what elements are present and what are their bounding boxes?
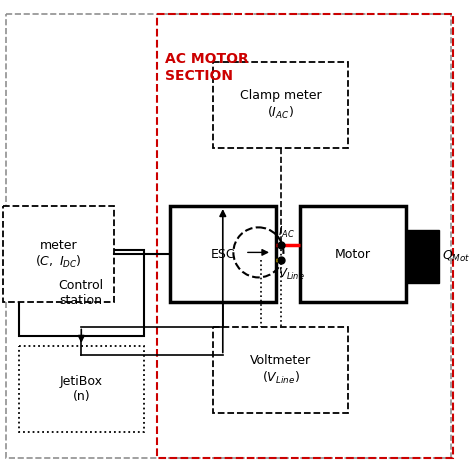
- Bar: [406, 230, 439, 283]
- Text: JetiBox
(n): JetiBox (n): [60, 375, 103, 403]
- Bar: [18, 346, 144, 432]
- Bar: [213, 327, 348, 413]
- Text: Control
station: Control station: [59, 279, 104, 307]
- Text: Clamp meter
$(I_{AC})$: Clamp meter $(I_{AC})$: [240, 90, 321, 121]
- Text: Voltmeter
$(V_{Line})$: Voltmeter $(V_{Line})$: [250, 354, 311, 385]
- Text: $I_{AC}$: $I_{AC}$: [278, 225, 294, 240]
- Text: ESC: ESC: [210, 248, 235, 261]
- Text: meter
$(C,\ I_{DC})$: meter $(C,\ I_{DC})$: [35, 238, 82, 270]
- Bar: [213, 62, 348, 148]
- Bar: [3, 206, 114, 302]
- Text: AC MOTOR
SECTION: AC MOTOR SECTION: [165, 52, 249, 83]
- Bar: [170, 206, 276, 302]
- Bar: [157, 14, 453, 458]
- Bar: [300, 206, 406, 302]
- Text: $Q_{Mot}$: $Q_{Mot}$: [442, 249, 471, 264]
- Text: $V_{Line}$: $V_{Line}$: [278, 267, 304, 282]
- Bar: [18, 249, 144, 336]
- Text: Motor: Motor: [335, 248, 371, 261]
